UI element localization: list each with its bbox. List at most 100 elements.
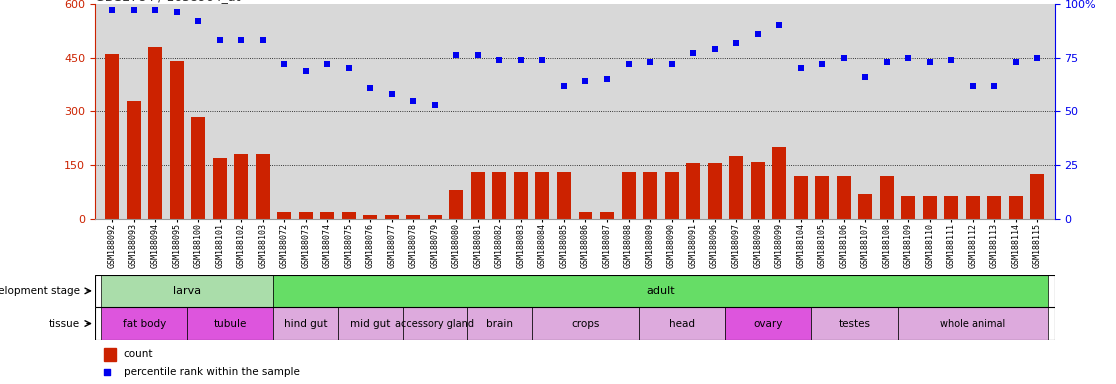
- Bar: [234, 154, 248, 219]
- Bar: [364, 215, 377, 219]
- Bar: [170, 61, 184, 219]
- Point: [577, 78, 595, 84]
- Text: hind gut: hind gut: [283, 318, 327, 329]
- Bar: [879, 176, 894, 219]
- Point: [146, 7, 164, 13]
- Bar: [837, 176, 850, 219]
- Bar: [536, 172, 549, 219]
- Bar: [557, 172, 571, 219]
- Bar: [277, 212, 291, 219]
- Point: [469, 52, 487, 58]
- Point: [383, 91, 401, 97]
- Bar: [406, 215, 421, 219]
- Bar: [471, 172, 484, 219]
- Point: [985, 83, 1003, 89]
- Bar: [148, 47, 162, 219]
- Bar: [578, 212, 593, 219]
- Point: [533, 57, 551, 63]
- Point: [232, 37, 250, 43]
- Bar: [105, 54, 119, 219]
- Bar: [341, 212, 356, 219]
- Point: [835, 55, 853, 61]
- Point: [167, 9, 185, 15]
- Bar: [514, 172, 528, 219]
- Point: [921, 59, 939, 65]
- Point: [276, 61, 294, 67]
- Point: [426, 102, 444, 108]
- Bar: [988, 195, 1001, 219]
- Point: [791, 65, 809, 71]
- Bar: [385, 215, 398, 219]
- Text: tubule: tubule: [214, 318, 247, 329]
- Point: [899, 55, 917, 61]
- Bar: [793, 176, 808, 219]
- Bar: [811, 307, 897, 340]
- Bar: [600, 212, 614, 219]
- Point: [705, 46, 723, 52]
- Text: accessory gland: accessory gland: [395, 318, 474, 329]
- Point: [942, 57, 960, 63]
- Bar: [772, 147, 786, 219]
- Bar: [643, 172, 657, 219]
- Text: testes: testes: [838, 318, 870, 329]
- Bar: [273, 307, 338, 340]
- Bar: [751, 162, 764, 219]
- Point: [98, 369, 116, 376]
- Text: adult: adult: [646, 286, 675, 296]
- Point: [190, 18, 208, 24]
- Text: development stage: development stage: [0, 286, 80, 296]
- Text: crops: crops: [571, 318, 599, 329]
- Point: [663, 61, 681, 67]
- Bar: [729, 156, 743, 219]
- Bar: [299, 212, 312, 219]
- Bar: [1030, 174, 1045, 219]
- Text: whole animal: whole animal: [940, 318, 1006, 329]
- Bar: [708, 163, 722, 219]
- Point: [814, 61, 831, 67]
- Bar: [256, 154, 270, 219]
- Point: [641, 59, 658, 65]
- Bar: [450, 190, 463, 219]
- Bar: [531, 307, 639, 340]
- Point: [728, 40, 745, 46]
- Point: [211, 37, 229, 43]
- Bar: [320, 212, 335, 219]
- Point: [362, 84, 379, 91]
- Point: [404, 98, 422, 104]
- Point: [1029, 55, 1047, 61]
- Bar: [126, 101, 141, 219]
- Point: [103, 7, 121, 13]
- Text: fat body: fat body: [123, 318, 166, 329]
- Text: larva: larva: [173, 286, 202, 296]
- Text: brain: brain: [485, 318, 513, 329]
- Bar: [897, 307, 1048, 340]
- Bar: [492, 172, 507, 219]
- Bar: [725, 307, 811, 340]
- Text: tissue: tissue: [49, 318, 80, 329]
- Text: count: count: [124, 349, 153, 359]
- Bar: [102, 275, 273, 307]
- Text: GDS2784 / 1638964_at: GDS2784 / 1638964_at: [95, 0, 240, 3]
- Point: [297, 68, 315, 74]
- Bar: [427, 215, 442, 219]
- Bar: [815, 176, 829, 219]
- Bar: [213, 158, 227, 219]
- Bar: [858, 194, 873, 219]
- Point: [318, 61, 336, 67]
- Bar: [923, 195, 936, 219]
- Bar: [965, 195, 980, 219]
- Bar: [468, 307, 531, 340]
- Bar: [191, 117, 205, 219]
- Text: mid gut: mid gut: [350, 318, 391, 329]
- Bar: [902, 195, 915, 219]
- Bar: [1009, 195, 1023, 219]
- Text: head: head: [670, 318, 695, 329]
- Point: [491, 57, 509, 63]
- Bar: [665, 172, 679, 219]
- Bar: [622, 172, 635, 219]
- Point: [512, 57, 530, 63]
- Bar: [403, 307, 468, 340]
- Point: [598, 76, 616, 82]
- Point: [619, 61, 637, 67]
- Point: [555, 83, 573, 89]
